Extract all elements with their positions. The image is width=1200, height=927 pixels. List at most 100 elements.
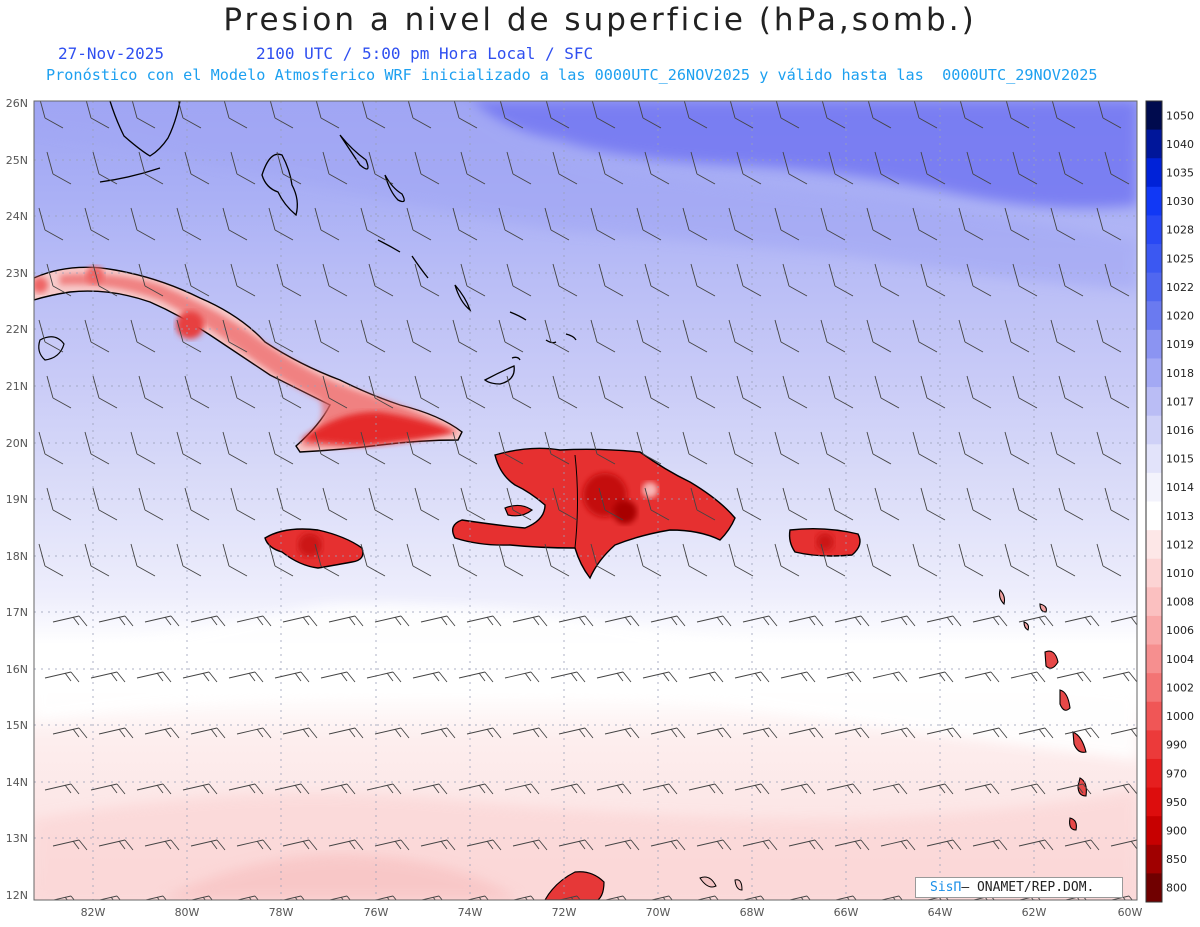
lat-label: 19N	[6, 493, 28, 506]
lon-label: 74W	[458, 906, 483, 919]
wind-barb	[44, 783, 80, 795]
wind-barb	[506, 487, 532, 521]
wind-barb	[972, 727, 1008, 739]
wind-barb	[268, 543, 294, 577]
wind-barb	[222, 431, 248, 465]
wind-barb	[1110, 839, 1137, 850]
wind-barb	[236, 839, 272, 851]
wind-barb	[184, 487, 210, 521]
wind-barb	[1010, 671, 1046, 683]
wind-barb	[361, 101, 386, 129]
wind-barb	[912, 543, 938, 577]
wind-barb	[728, 319, 754, 353]
wind-barb	[84, 207, 110, 241]
wind-barb	[1005, 101, 1030, 129]
low-pressure-cell-south	[160, 854, 520, 900]
wind-barb	[598, 151, 624, 185]
wind-barb	[276, 375, 302, 409]
wind-barb	[1102, 671, 1137, 683]
colorbar-swatch	[1146, 758, 1162, 789]
wind-barb	[322, 151, 348, 185]
lat-axis: 26N 25N 24N 23N 22N 21N 20N 19N 18N 17N …	[6, 97, 28, 902]
wind-barb	[322, 487, 348, 521]
lat-label: 24N	[6, 210, 28, 223]
colorbar-swatch	[1146, 530, 1162, 560]
colorbar-swatch	[1146, 301, 1162, 331]
wind-barb	[696, 727, 732, 739]
wind-barb	[834, 839, 870, 851]
wind-barb	[138, 263, 164, 297]
colorbar-label: 970	[1166, 767, 1187, 780]
wind-barb	[604, 727, 640, 739]
wind-barb	[688, 783, 724, 795]
wind-barb	[144, 727, 180, 739]
wind-barb	[466, 615, 502, 627]
wind-barb	[374, 839, 410, 851]
wind-barb	[84, 319, 110, 353]
wind-barb	[92, 263, 118, 297]
colorbar-label: 1035	[1166, 167, 1194, 180]
wind-barb	[282, 727, 318, 739]
wind-barb	[458, 783, 494, 795]
colorbar-label: 1002	[1166, 681, 1194, 694]
wind-barb	[1058, 375, 1084, 409]
colorbar-swatch	[1146, 387, 1162, 417]
wind-barb	[782, 487, 808, 521]
wind-barb	[452, 543, 478, 577]
colorbar-label: 1040	[1166, 138, 1194, 151]
colorbar-swatch	[1146, 444, 1162, 474]
wind-barb	[1104, 151, 1130, 185]
wind-barb	[590, 207, 616, 241]
wind-barb	[420, 839, 456, 851]
wind-barb	[414, 375, 440, 409]
wind-barb	[918, 671, 954, 683]
lon-label: 68W	[740, 906, 765, 919]
wind-barb	[236, 727, 272, 739]
wind-barb	[328, 839, 364, 851]
wind-barb	[1012, 263, 1038, 297]
wind-barb	[690, 263, 716, 297]
wind-barb	[874, 151, 900, 185]
wind-barb	[506, 151, 532, 185]
wind-barb	[268, 319, 294, 353]
wind-barb	[268, 207, 294, 241]
wind-barb	[734, 783, 770, 795]
colorbar-swatch	[1146, 129, 1162, 159]
wind-barb	[644, 263, 670, 297]
cuba	[34, 266, 463, 453]
wind-barb	[176, 543, 202, 577]
map-area	[34, 101, 1137, 900]
wind-barb	[1097, 101, 1122, 129]
wind-barb	[820, 207, 846, 241]
wind-barb	[913, 101, 938, 129]
wind-barb	[315, 101, 340, 129]
wind-barb	[419, 895, 443, 900]
wind-barb	[38, 207, 64, 241]
wind-barb	[774, 543, 800, 577]
wind-barb	[222, 207, 248, 241]
wind-barb	[406, 207, 432, 241]
wind-barb	[1051, 101, 1076, 129]
wind-barb	[736, 263, 762, 297]
wind-barb	[414, 487, 440, 521]
colorbar-swatch	[1146, 358, 1162, 388]
wind-barb	[130, 543, 156, 577]
wind-barb	[39, 101, 64, 129]
wind-barb	[1056, 783, 1092, 795]
wind-barb	[420, 727, 456, 739]
lon-axis: 82W 80W 78W 76W 74W 72W 70W 68W 66W 64W …	[81, 906, 1143, 919]
wind-barb	[782, 151, 808, 185]
wind-barb	[1096, 431, 1122, 465]
lon-label: 60W	[1118, 906, 1143, 919]
wind-barb	[144, 615, 180, 627]
wind-barb	[650, 727, 686, 739]
colorbar-swatch	[1146, 873, 1162, 903]
hispaniola	[452, 447, 736, 580]
lon-label: 62W	[1022, 906, 1047, 919]
wind-barb	[38, 431, 64, 465]
wind-barb	[834, 615, 870, 627]
wind-barb	[460, 375, 486, 409]
wind-barb	[1004, 543, 1030, 577]
wind-barb	[281, 895, 305, 900]
